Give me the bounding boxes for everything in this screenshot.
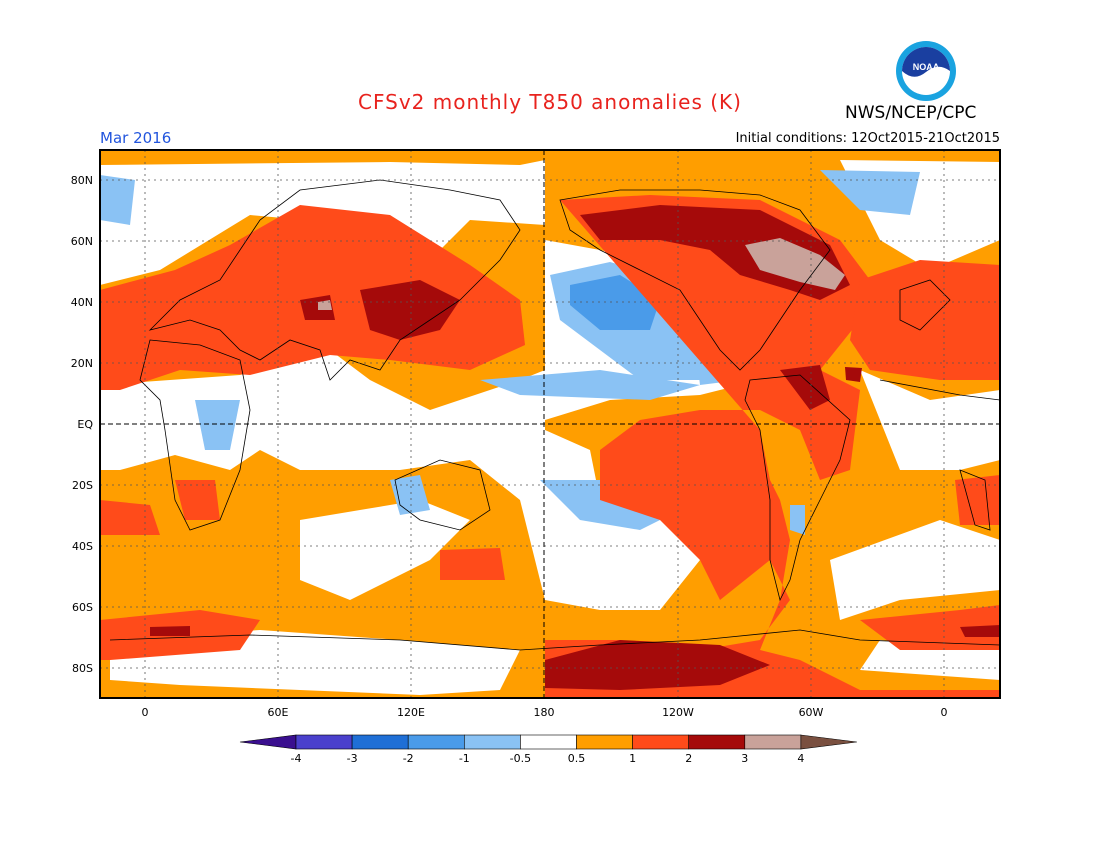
longitude-labels: 0 60E 120E 180 120W 60W 0 — [142, 706, 948, 719]
lat-label: 20N — [71, 357, 93, 370]
lon-label: 0 — [142, 706, 149, 719]
lat-label: 60N — [71, 235, 93, 248]
colorbar-box — [351, 734, 409, 750]
colorbar-box — [576, 734, 633, 750]
colorbar-label: 2 — [685, 752, 692, 765]
colorbar-box — [463, 734, 521, 750]
colorbar-box — [744, 734, 802, 750]
colorbar-box — [520, 734, 577, 750]
lon-label: 180 — [534, 706, 555, 719]
colorbar-label: -0.5 — [510, 752, 531, 765]
organization-label: NWS/NCEP/CPC — [845, 103, 977, 123]
lon-label: 0 — [941, 706, 948, 719]
colorbar-label: -1 — [459, 752, 470, 765]
lat-label: 80S — [72, 662, 93, 675]
lon-label: 120E — [397, 706, 425, 719]
lon-label: 120W — [662, 706, 694, 719]
lat-label: EQ — [77, 418, 93, 431]
coastlines — [109, 179, 1000, 651]
colorbar-label: -2 — [403, 752, 414, 765]
colorbar-box — [688, 734, 746, 750]
map-title: CFSv2 monthly T850 anomalies (K) — [358, 90, 742, 114]
colorbar-labels: -4 -3 -2 -1 -0.5 0.5 1 2 3 4 — [291, 752, 805, 765]
latitude-labels: 80N 60N 40N 20N EQ 20S 40S 60S 80S — [71, 174, 94, 675]
colorbar-label: 0.5 — [568, 752, 586, 765]
lon-label: 60E — [268, 706, 289, 719]
colorbar-arrow-high — [800, 734, 857, 750]
positive-anomaly-1 — [100, 195, 1000, 698]
lon-label: 60W — [799, 706, 824, 719]
colorbar-label: 1 — [629, 752, 636, 765]
colorbar-box — [295, 734, 353, 750]
colorbar-boxes — [239, 734, 857, 750]
lat-label: 40S — [72, 540, 93, 553]
valid-month-label: Mar 2016 — [100, 129, 172, 147]
colorbar-label: -3 — [347, 752, 358, 765]
colorbar-label: 3 — [741, 752, 748, 765]
positive-anomaly-3 — [318, 238, 845, 310]
colorbar-box — [407, 734, 465, 750]
colorbar-box — [632, 734, 689, 750]
lat-label: 40N — [71, 296, 93, 309]
noaa-logo: NOAA — [896, 41, 956, 101]
colorbar-label: 4 — [797, 752, 804, 765]
initial-conditions-label: Initial conditions: 12Oct2015-21Oct2015 — [735, 131, 1000, 146]
lat-label: 80N — [71, 174, 93, 187]
map-frame — [99, 149, 1001, 699]
lat-label: 60S — [72, 601, 93, 614]
lat-label: 20S — [72, 479, 93, 492]
noaa-logo-text: NOAA — [913, 62, 940, 72]
colorbar-arrow-low — [239, 734, 297, 750]
reference-lines — [100, 150, 1000, 698]
colorbar-label: -4 — [291, 752, 302, 765]
graticule — [100, 150, 1000, 698]
